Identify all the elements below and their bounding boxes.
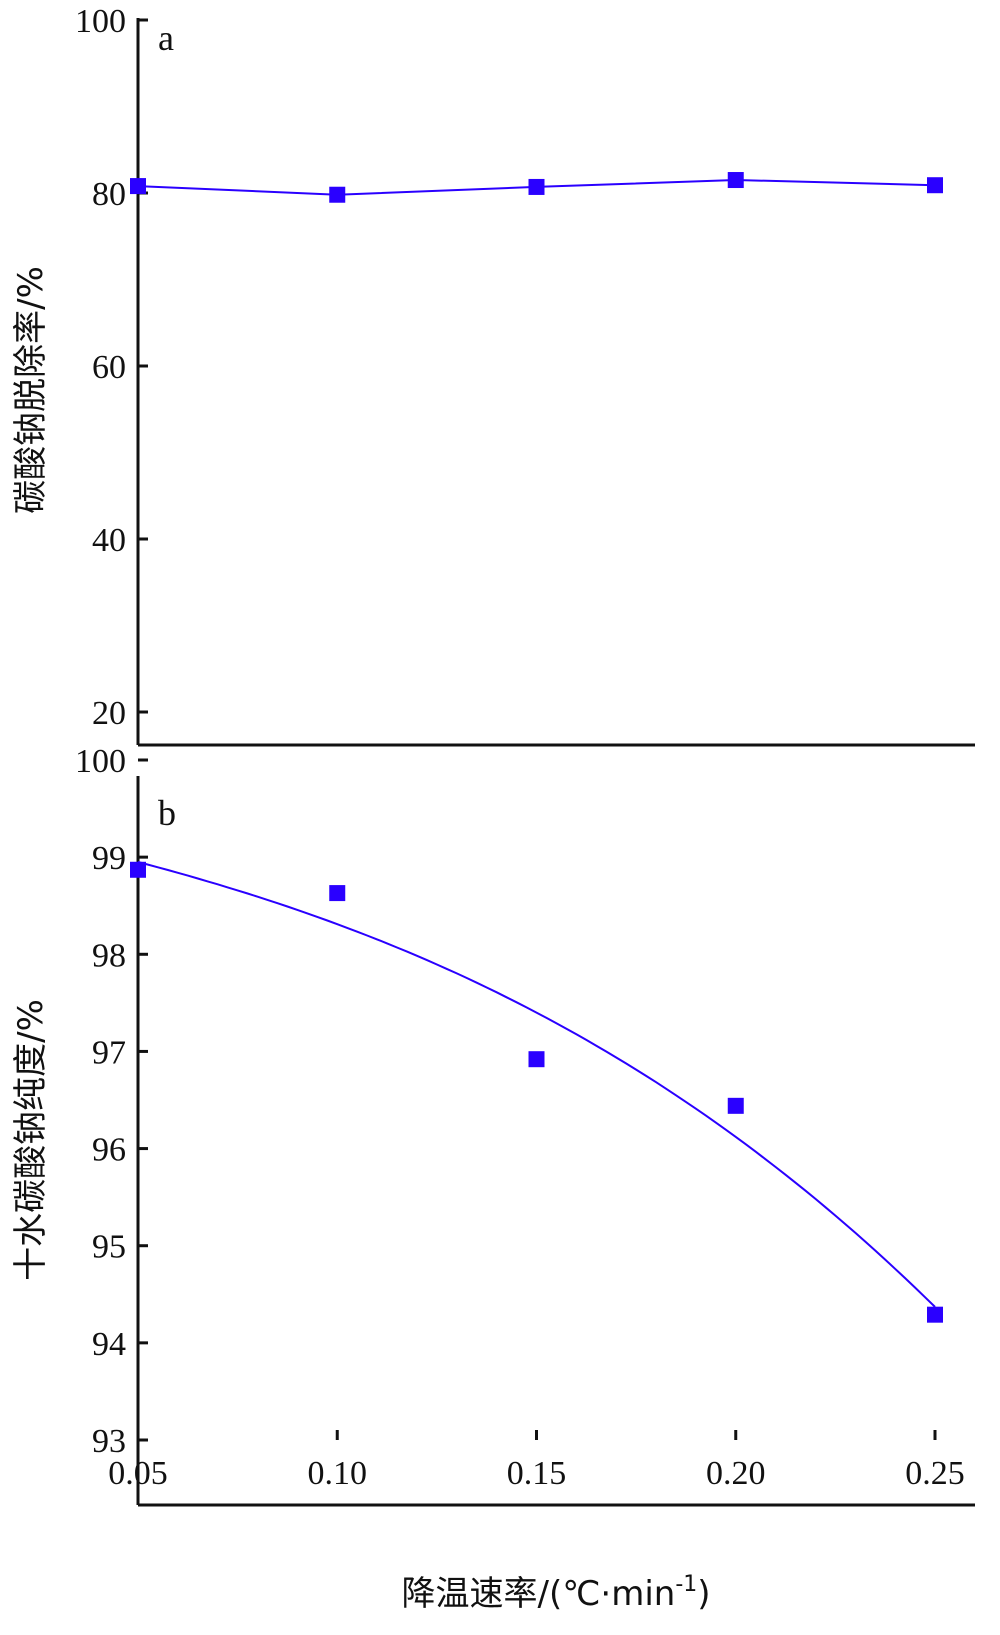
x-axis-title-superscript: -1 (675, 1572, 697, 1597)
x-axis-title-main: 降温速率/(℃·min (401, 1574, 675, 1614)
y-tick-label: 97 (92, 1034, 126, 1071)
y-tick-label: 98 (92, 937, 126, 974)
data-point-marker (528, 178, 545, 195)
data-point-marker (927, 1306, 943, 1323)
y-tick-label: 100 (75, 743, 126, 780)
x-axis-title-end: ) (697, 1574, 710, 1614)
panel-a-y-axis-title: 碳酸钠脱除率/% (11, 266, 51, 514)
y-tick-label: 40 (92, 522, 126, 559)
panel-a-y-ticks: 100 80 60 40 20 (75, 3, 148, 732)
y-tick-label: 20 (92, 695, 126, 732)
x-tick-label: 0.10 (308, 1455, 368, 1492)
data-point-marker (329, 885, 346, 902)
x-tick-label: 0.20 (706, 1455, 766, 1492)
x-tick-label: 0.15 (507, 1455, 567, 1492)
x-tick-label: 0.05 (108, 1455, 168, 1492)
y-tick-label: 80 (92, 176, 126, 213)
series-line (137, 861, 936, 1308)
y-tick-label: 100 (75, 3, 126, 40)
x-axis-title: 降温速率/(℃·min-1) (401, 1572, 710, 1614)
y-tick-label: 95 (92, 1229, 126, 1266)
data-point-marker (130, 861, 146, 878)
data-point-marker (329, 186, 346, 203)
y-tick-label: 60 (92, 349, 126, 386)
panel-b-y-ticks: 100 99 98 97 96 95 94 93 (75, 743, 148, 1460)
panel-a-series (130, 172, 943, 203)
x-tick-label: 0.25 (905, 1455, 965, 1492)
panel-a-label: a (158, 18, 174, 58)
panel-b-series (130, 861, 943, 1323)
data-point-marker (727, 172, 744, 189)
panel-b-y-axis-title: 十水碳酸钠纯度/% (11, 999, 51, 1281)
y-tick-label: 94 (92, 1326, 126, 1363)
panel-b-label: b (158, 793, 176, 833)
data-point-marker (927, 177, 943, 194)
panel-b-x-ticks: 0.05 0.10 0.15 0.20 0.25 (108, 1430, 965, 1492)
y-tick-label: 93 (92, 1423, 126, 1460)
panel-a: a 碳酸钠脱除率/% 100 80 60 40 20 (11, 3, 975, 747)
data-point-marker (727, 1097, 744, 1114)
y-tick-label: 96 (92, 1132, 126, 1169)
data-point-marker (528, 1051, 545, 1068)
data-point-marker (130, 178, 146, 195)
y-tick-label: 99 (92, 840, 126, 877)
